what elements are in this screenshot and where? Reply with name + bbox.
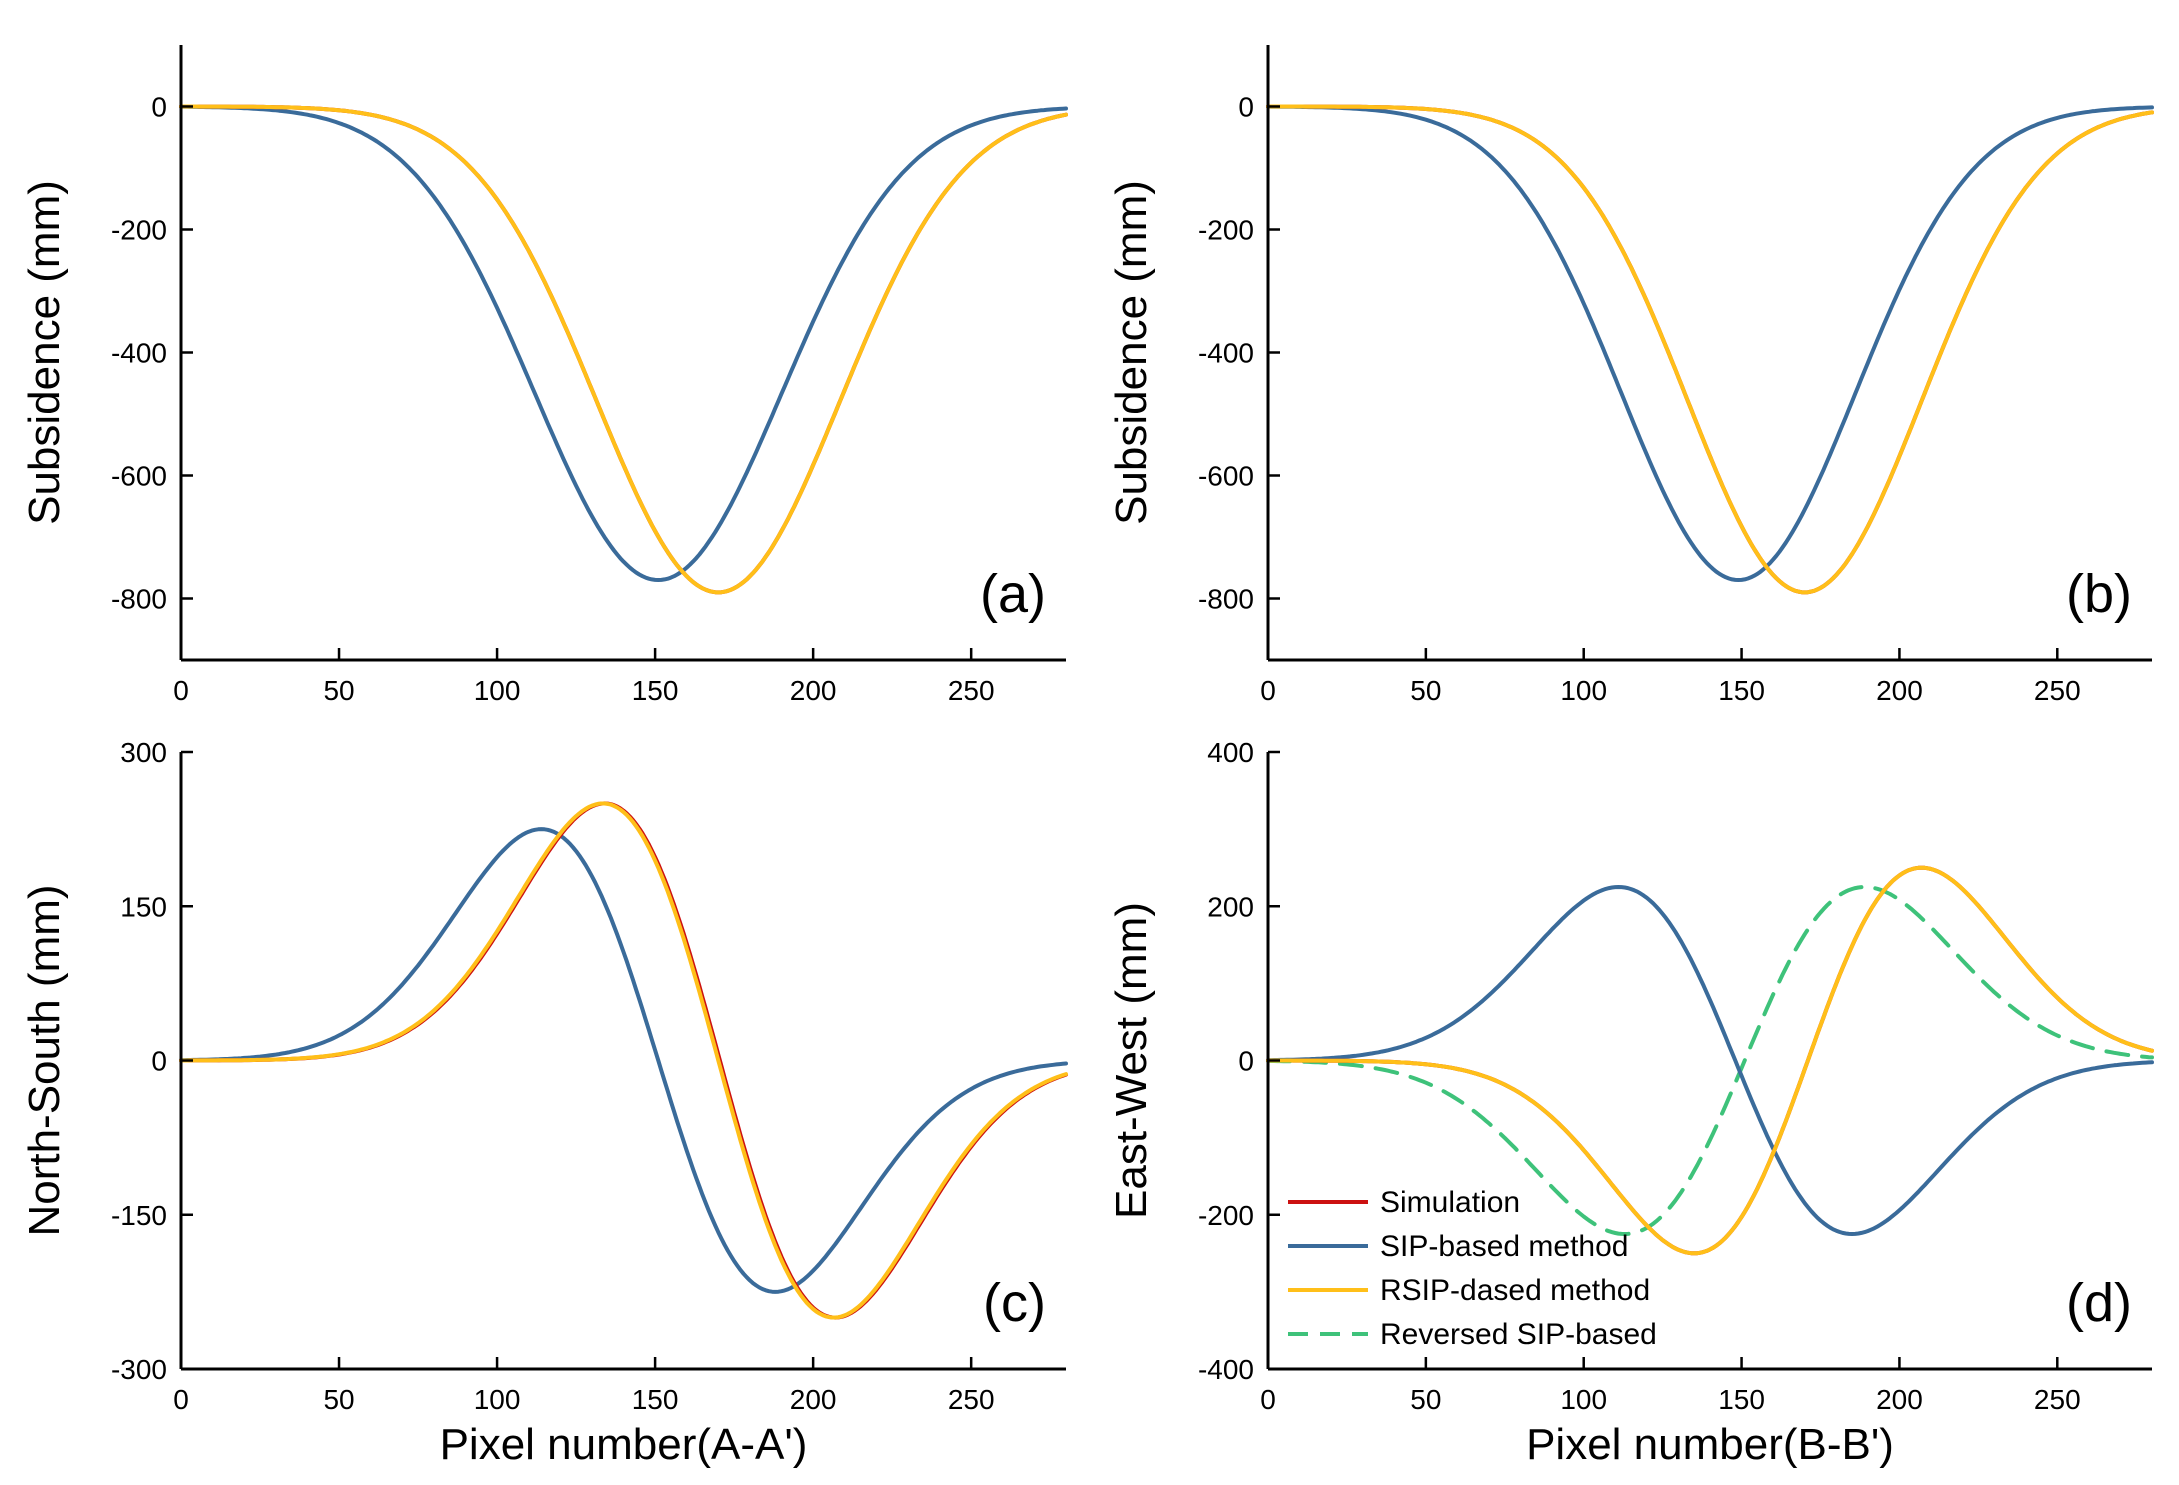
series-line-reversed: [1266, 885, 2154, 1236]
x-tick-label: 0: [173, 1384, 189, 1415]
y-tick-label: -400: [1198, 1354, 1254, 1385]
panel-c: 0 50 100 150 200 250 300 150 0 -150 -300 North-Sout…: [20, 737, 1068, 1469]
series-line-simulation: [179, 104, 1068, 595]
x-tick-label: 200: [1876, 1384, 1923, 1415]
y-tick-label: -150: [111, 1200, 167, 1231]
y-tick-label: -400: [1198, 338, 1254, 369]
x-axis-title: Pixel number(B-B'): [1526, 1420, 1894, 1469]
y-tick-label: -300: [111, 1354, 167, 1385]
x-tick-label: 150: [632, 675, 679, 706]
y-tick-label: 300: [120, 737, 167, 768]
y-tick-label: 0: [151, 92, 167, 123]
y-tick-label: 0: [1238, 1046, 1254, 1077]
y-tick-label: 150: [120, 891, 167, 922]
legend-label-sip: SIP-based method: [1380, 1230, 1628, 1263]
y-tick-label: 0: [1238, 92, 1254, 123]
series-line-simulation: [179, 801, 1068, 1320]
y-tick-label: -600: [1198, 461, 1254, 492]
y-tick-label: -600: [111, 461, 167, 492]
y-tick-label: -200: [1198, 215, 1254, 246]
x-tick-label: 100: [474, 675, 521, 706]
x-tick-label: 50: [1410, 675, 1441, 706]
y-axis-title: Subsidence (mm): [20, 180, 69, 525]
series-line-sip: [1266, 104, 2154, 582]
legend-label-rsip: RSIP-dased method: [1380, 1274, 1650, 1307]
x-tick-label: 100: [474, 1384, 521, 1415]
series-line-rsip: [1266, 104, 2154, 595]
x-tick-label: 250: [2034, 675, 2081, 706]
x-tick-label: 50: [323, 675, 354, 706]
panel-b: 0 50 100 150 200 250 0 -200 -400 -600 -800 Subsiden…: [1107, 45, 2154, 706]
x-tick-label: 0: [1260, 675, 1276, 706]
legend-label-reversed: Reversed SIP-based: [1380, 1318, 1657, 1351]
panel-label: (b): [2066, 564, 2132, 624]
y-tick-label: 200: [1207, 891, 1254, 922]
y-tick-label: -200: [111, 215, 167, 246]
x-tick-label: 200: [790, 675, 837, 706]
x-tick-label: 250: [948, 675, 995, 706]
y-tick-label: 0: [151, 1046, 167, 1077]
series-line-rsip: [1266, 865, 2154, 1256]
y-tick-label: 400: [1207, 737, 1254, 768]
legend: Simulation SIP-based method RSIP-dased met…: [1288, 1186, 1657, 1351]
x-axis-title: Pixel number(A-A'): [440, 1420, 808, 1469]
panel-a: 0 50 100 150 200 250 0 -200 -400 -600 -800 Subsiden…: [20, 45, 1068, 706]
x-tick-label: 250: [2034, 1384, 2081, 1415]
series-line-rsip: [179, 801, 1068, 1320]
x-tick-label: 100: [1560, 675, 1607, 706]
y-tick-label: -400: [111, 338, 167, 369]
x-tick-label: 0: [173, 675, 189, 706]
x-tick-label: 150: [1718, 1384, 1765, 1415]
y-axis-title: East-West (mm): [1107, 902, 1156, 1219]
y-tick-label: -800: [111, 584, 167, 615]
x-tick-label: 250: [948, 1384, 995, 1415]
x-tick-label: 100: [1560, 1384, 1607, 1415]
x-tick-label: 200: [1876, 675, 1923, 706]
y-tick-label: -800: [1198, 584, 1254, 615]
series-line-rsip: [179, 104, 1068, 595]
x-tick-label: 50: [1410, 1384, 1441, 1415]
x-tick-label: 150: [1718, 675, 1765, 706]
series-line-simulation: [1266, 104, 2154, 595]
series-line-sip: [179, 827, 1068, 1294]
x-tick-label: 150: [632, 1384, 679, 1415]
legend-label-simulation: Simulation: [1380, 1186, 1520, 1219]
panel-d: 0 50 100 150 200 250 400 200 0 -200 -400 East-West …: [1107, 737, 2154, 1469]
x-tick-label: 0: [1260, 1384, 1276, 1415]
series-line-sip: [179, 104, 1068, 582]
x-tick-label: 50: [323, 1384, 354, 1415]
panel-label: (d): [2066, 1273, 2132, 1333]
x-tick-label: 200: [790, 1384, 837, 1415]
series-line-sip: [1266, 885, 2154, 1236]
panel-label: (c): [983, 1273, 1046, 1333]
y-axis-title: Subsidence (mm): [1107, 180, 1156, 525]
y-axis-title: North-South (mm): [20, 884, 69, 1236]
y-tick-label: -200: [1198, 1200, 1254, 1231]
panel-label: (a): [980, 564, 1046, 624]
